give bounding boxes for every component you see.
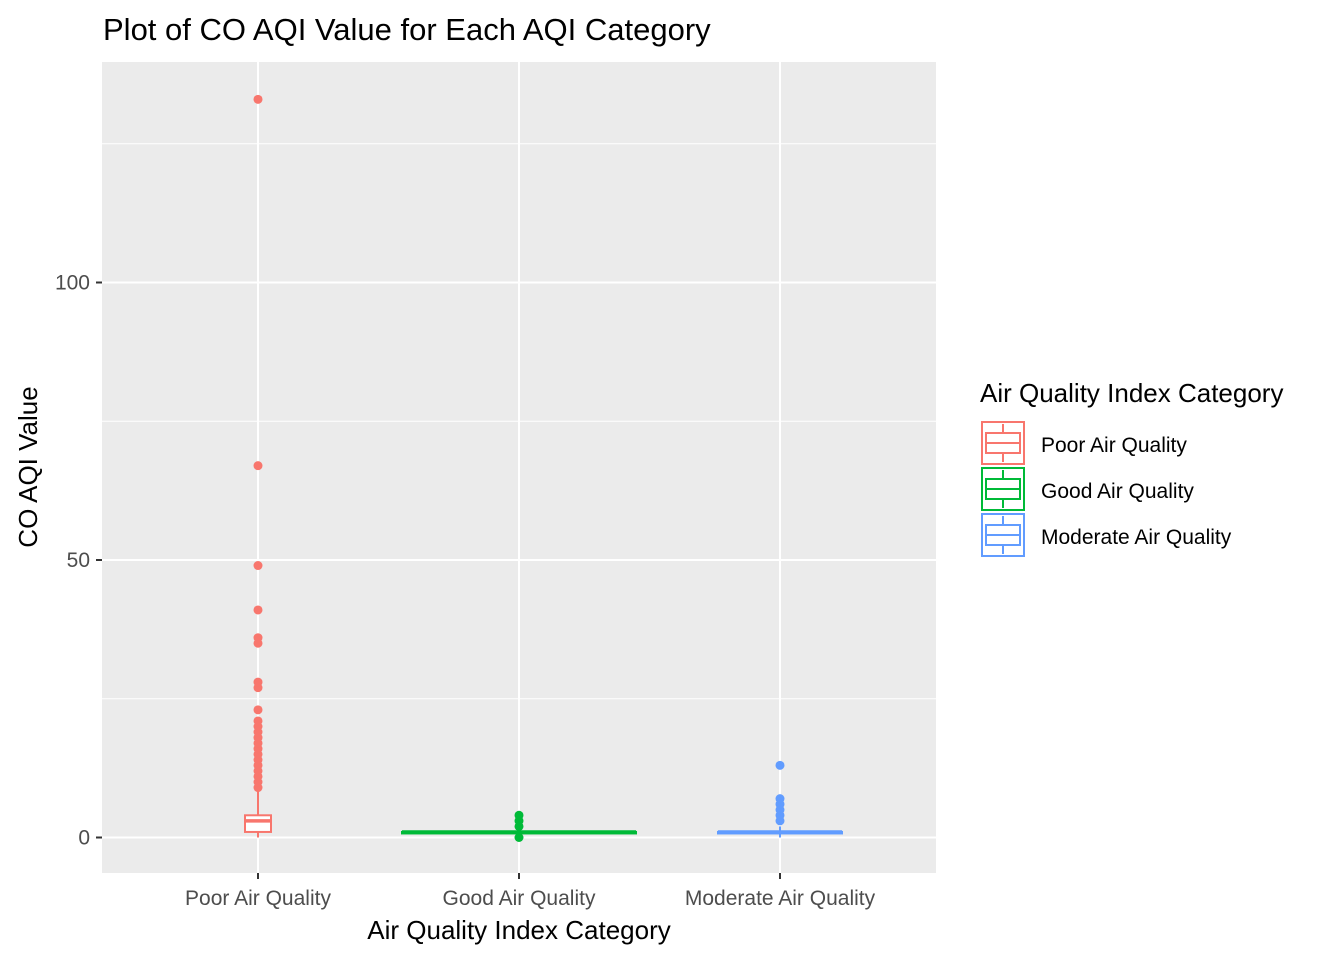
box-plot xyxy=(717,760,843,838)
legend-title: Air Quality Index Category xyxy=(980,378,1283,408)
x-tick-label: Poor Air Quality xyxy=(185,887,331,910)
legend-label: Moderate Air Quality xyxy=(1041,526,1232,549)
y-axis: 0 50 100 xyxy=(55,272,102,850)
box xyxy=(244,814,272,833)
box-plots xyxy=(244,94,843,842)
legend-label: Good Air Quality xyxy=(1041,480,1194,503)
box-plot xyxy=(244,94,272,838)
outlier-point xyxy=(514,810,524,820)
outlier-point xyxy=(514,833,524,842)
outlier-point xyxy=(253,677,263,687)
x-tick-label: Good Air Quality xyxy=(443,887,596,910)
legend-key xyxy=(981,467,1025,511)
y-tick-label: 100 xyxy=(55,272,90,295)
box-plot xyxy=(401,810,637,842)
legend: Air Quality Index Category Poor Air Qual… xyxy=(980,378,1283,557)
outlier-point xyxy=(253,94,263,104)
outlier-point xyxy=(253,716,263,726)
y-axis-title: CO AQI Value xyxy=(13,386,43,547)
chart-title: Plot of CO AQI Value for Each AQI Catego… xyxy=(103,12,711,47)
outlier-point xyxy=(253,561,263,571)
legend-label: Poor Air Quality xyxy=(1041,434,1187,457)
outlier-point xyxy=(253,605,263,615)
y-tick-label: 50 xyxy=(67,549,90,572)
x-axis-title: Air Quality Index Category xyxy=(367,915,670,945)
x-axis: Poor Air Quality Good Air Quality Moderate… xyxy=(185,873,876,910)
outlier-point xyxy=(775,794,785,804)
legend-key xyxy=(981,421,1025,465)
x-tick-label: Moderate Air Quality xyxy=(685,887,876,910)
outlier-point xyxy=(253,461,263,471)
outlier-point xyxy=(775,760,785,770)
outlier-point xyxy=(253,705,263,715)
outlier-point xyxy=(253,633,263,643)
legend-key xyxy=(981,513,1025,557)
y-tick-label: 0 xyxy=(78,827,90,850)
